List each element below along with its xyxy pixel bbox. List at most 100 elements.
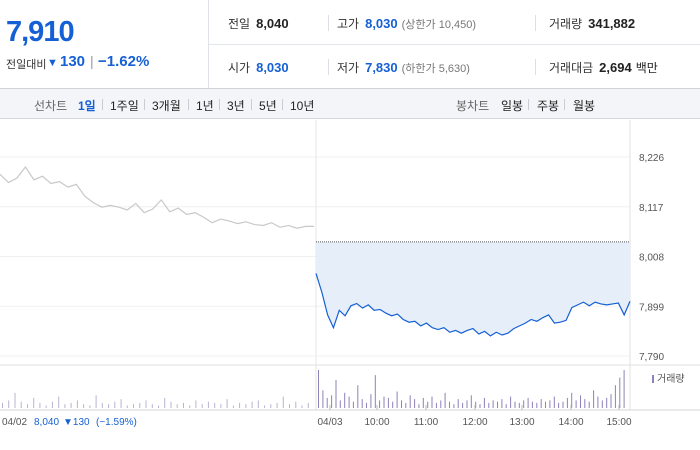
volume-bar [45, 405, 47, 408]
volume-bar [427, 401, 429, 408]
volume-bar [479, 404, 481, 408]
volume-bar [183, 402, 184, 408]
volume-bar [566, 397, 568, 408]
volume-bar [483, 397, 485, 408]
column-divider [328, 59, 329, 75]
volume-bar [462, 402, 464, 408]
volume-bar [83, 404, 85, 408]
volume-bar [151, 404, 153, 408]
toolbar-separator [282, 99, 283, 110]
volume-bar [20, 401, 22, 408]
volume-legend-label: 거래량 [657, 373, 685, 385]
volume-bar [318, 370, 319, 408]
volume-bar [322, 390, 324, 408]
volume-bar [470, 395, 472, 408]
y-tick-label: 8,008 [639, 253, 664, 264]
volume-bar [331, 395, 333, 408]
volume-bar [70, 402, 72, 408]
x-tick-label: 04/03 [317, 417, 342, 428]
toolbar-separator [564, 99, 565, 110]
period-3y[interactable]: 3년 [227, 99, 245, 113]
price-lines [0, 166, 631, 337]
volume-bar [449, 401, 450, 408]
volume-bar [139, 402, 141, 408]
stats-divider [209, 44, 700, 45]
volume-bar [545, 401, 546, 408]
volume-bar [383, 396, 385, 408]
column-divider [535, 59, 536, 75]
volume-bar [201, 404, 203, 408]
stat-value: 8,030 [365, 16, 398, 31]
volume-bar [307, 402, 309, 408]
volume-bar [571, 392, 573, 408]
line-chart-label: 선차트 [34, 99, 68, 113]
toolbar-separator [144, 99, 145, 110]
x-tick-label: 11:00 [414, 417, 439, 428]
period-10y[interactable]: 10년 [290, 99, 315, 113]
period-5y[interactable]: 5년 [259, 99, 277, 113]
volume-bar [295, 401, 297, 408]
volume-bar [492, 400, 494, 408]
volume-bar [164, 397, 166, 408]
stat-volume: 거래량 341,882 [549, 15, 635, 32]
period-1d[interactable]: 1일 [78, 99, 96, 113]
volume-bar [422, 397, 424, 408]
today-area-fill [316, 241, 630, 336]
volume-bar [245, 404, 247, 408]
volume-bar [276, 402, 278, 408]
volume-bar [76, 400, 78, 408]
candle-chart-label: 봉차트 [456, 99, 490, 113]
volume-bar [239, 402, 241, 408]
volume-bar [562, 401, 564, 408]
period-3m[interactable]: 3개월 [152, 99, 181, 113]
volume-legend: 거래량 [652, 373, 685, 385]
volume-bar [14, 392, 16, 408]
volume-bar [39, 402, 41, 408]
volume-bar [326, 397, 328, 408]
price-chart[interactable]: 8,226 8,117 8,008 7,899 7,790 04/03 10:00 11:0… [0, 120, 700, 450]
x-tick-label: 12:00 [462, 417, 487, 428]
x-tick-label: 14:00 [558, 417, 583, 428]
volume-bar [558, 402, 560, 408]
candle-daily[interactable]: 일봉 [501, 99, 524, 113]
volume-bar [414, 399, 416, 408]
stat-label: 저가 [337, 61, 360, 75]
volume-bar [361, 399, 363, 408]
current-price: 7,910 [6, 16, 75, 48]
volume-bar [501, 399, 503, 408]
volume-bar [64, 404, 66, 408]
volume-bar [510, 396, 512, 408]
stat-label: 시가 [228, 61, 251, 75]
volume-bar [51, 401, 53, 408]
stat-turnover: 거래대금 2,694 백만 [549, 59, 658, 76]
stat-value: 2,694 [599, 60, 632, 75]
x-tick-label: 10:00 [364, 417, 389, 428]
stat-open: 시가 8,030 [228, 59, 289, 76]
volume-bar [453, 404, 455, 408]
volume-bar [580, 395, 581, 408]
toolbar-separator [528, 99, 529, 110]
volume-bar [610, 394, 612, 408]
volume-bar [505, 404, 507, 408]
y-tick-label: 7,790 [639, 352, 664, 363]
volume-bar [108, 404, 110, 408]
volume-bar [435, 402, 437, 408]
period-1w[interactable]: 1주일 [110, 99, 139, 113]
volume-bar [366, 402, 367, 408]
volume-bar [593, 390, 595, 408]
volume-bar [623, 370, 625, 408]
volume-bar [553, 396, 555, 408]
volume-bar [431, 396, 433, 408]
y-tick-label: 8,226 [639, 153, 664, 164]
volume-bar [264, 405, 266, 408]
volume-bar [606, 397, 608, 408]
stat-value: 8,040 [256, 16, 289, 31]
candle-monthly[interactable]: 월봉 [573, 99, 596, 113]
candle-weekly[interactable]: 주봉 [537, 99, 560, 113]
volume-bar [120, 399, 122, 408]
period-1y[interactable]: 1년 [196, 99, 214, 113]
x-axis: 04/03 10:00 11:00 12:00 13:00 14:00 15:00 [317, 405, 632, 428]
volume-bar [540, 399, 542, 408]
y-tick-label: 7,899 [639, 302, 664, 313]
stat-unit: 백만 [635, 61, 658, 75]
